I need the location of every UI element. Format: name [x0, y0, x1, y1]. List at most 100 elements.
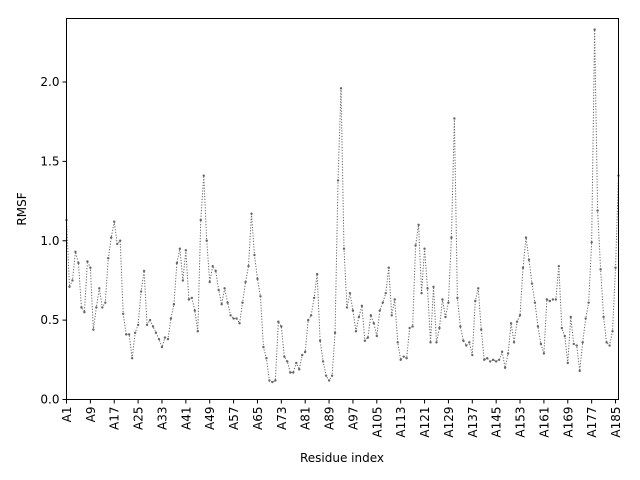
data-point [83, 310, 86, 314]
data-point [232, 317, 235, 320]
data-point [494, 360, 498, 363]
data-point [614, 266, 617, 269]
data-point [572, 342, 575, 346]
data-point [154, 331, 158, 335]
data-point [172, 303, 176, 306]
data-point [453, 117, 456, 120]
data-point [89, 266, 92, 269]
data-point [405, 357, 408, 360]
data-point [283, 355, 286, 358]
data-point [166, 337, 170, 341]
data-point [286, 360, 289, 363]
data-point [133, 331, 137, 335]
data-point [217, 288, 220, 292]
data-point [369, 314, 373, 317]
data-point [348, 291, 352, 295]
data-point [357, 315, 361, 319]
data-point [477, 287, 480, 290]
data-point [274, 379, 277, 382]
data-point [438, 326, 441, 330]
data-point [512, 341, 516, 344]
data-point [402, 355, 405, 358]
data-point [590, 241, 593, 244]
data-point [271, 380, 274, 384]
data-point [542, 352, 546, 355]
data-point [116, 242, 119, 246]
data-point [175, 261, 179, 265]
x-tick-label: A57 [227, 407, 241, 430]
data-point [599, 268, 602, 271]
data-point [378, 309, 381, 312]
data-point [202, 174, 205, 177]
data-point [330, 374, 334, 377]
data-point [408, 326, 411, 330]
data-point [521, 266, 525, 269]
data-point [497, 358, 501, 362]
x-tick-label: A137 [466, 407, 480, 438]
x-tick-label: A145 [490, 407, 504, 438]
data-point [95, 306, 98, 309]
data-point [444, 315, 447, 319]
data-point [393, 298, 396, 301]
x-tick-label: A153 [514, 407, 528, 438]
x-tick-label: A161 [537, 407, 551, 438]
data-point [462, 339, 465, 342]
data-point [417, 223, 420, 227]
data-point [339, 87, 343, 90]
y-tick-label: 0.5 [40, 313, 59, 327]
plot-frame [66, 18, 619, 400]
x-tick-label: A73 [275, 407, 289, 430]
data-point [459, 325, 462, 328]
data-point [354, 330, 358, 333]
y-axis-label: RMSF [15, 192, 29, 225]
y-axis: 0.0 0.5 1.0 1.5 2.0 [40, 75, 67, 407]
x-tick-label: A81 [299, 407, 313, 430]
data-point [465, 344, 468, 347]
data-point [611, 330, 614, 333]
data-point [327, 379, 331, 382]
data-point [241, 301, 244, 304]
data-point [104, 301, 107, 304]
data-point [387, 266, 390, 269]
data-point [139, 290, 143, 293]
data-point [265, 357, 268, 360]
data-point [500, 350, 504, 354]
data-point [318, 339, 322, 342]
data-point [584, 317, 587, 320]
data-point [560, 326, 564, 330]
x-tick-label: A185 [609, 407, 623, 438]
x-tick-label: A113 [394, 407, 408, 438]
data-point [301, 353, 304, 357]
data-point [280, 325, 283, 328]
x-tick-label: A9 [84, 407, 98, 423]
data-point [596, 209, 599, 212]
data-point [447, 301, 450, 304]
data-point [426, 287, 429, 290]
data-point [223, 287, 226, 290]
data-point [435, 341, 438, 344]
data-point [489, 360, 492, 363]
data-point [491, 358, 495, 362]
data-point [187, 298, 191, 301]
data-point [229, 314, 232, 317]
data-point [238, 322, 241, 325]
x-tick-label: A129 [442, 407, 456, 438]
data-point [199, 218, 202, 222]
data-point [423, 247, 426, 250]
data-point [92, 328, 95, 331]
data-point [396, 341, 399, 344]
data-point [518, 314, 522, 317]
series-points [65, 28, 620, 384]
data-point [441, 298, 444, 301]
data-point [384, 291, 387, 295]
data-point [429, 341, 432, 344]
data-point [342, 247, 346, 250]
data-point [515, 320, 519, 323]
data-point [235, 317, 238, 320]
data-point [345, 306, 349, 309]
data-point [142, 269, 146, 273]
data-point [151, 325, 155, 328]
data-point [178, 247, 182, 250]
data-point [247, 264, 250, 268]
